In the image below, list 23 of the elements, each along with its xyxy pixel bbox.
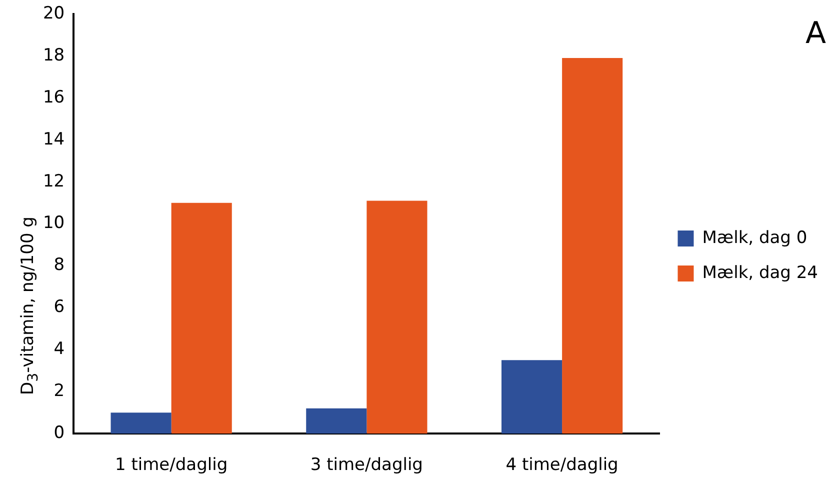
y-tick-label: 2: [54, 381, 65, 402]
y-tick-label: 18: [42, 45, 65, 66]
legend-label: Mælk, dag 24: [702, 262, 818, 283]
text: A: [805, 16, 826, 51]
x-tick-label: 3 time/daglig: [310, 455, 423, 476]
bar: [306, 408, 367, 434]
y-tick-label: 6: [54, 297, 65, 318]
bar: [366, 200, 428, 434]
y-tick-label: 12: [42, 171, 65, 192]
bar: [110, 412, 172, 434]
y-tick-label: 20: [42, 3, 65, 24]
y-tick-label: 16: [42, 87, 65, 108]
legend-label: Mælk, dag 0: [702, 228, 808, 248]
y-tick-label: 4: [54, 339, 65, 360]
x-tick-label: 1 time/daglig: [115, 455, 228, 476]
y-tick-label: 10: [42, 213, 65, 234]
x-tick-label: 4 time/daglig: [506, 455, 618, 476]
y-tick-label: 14: [42, 129, 65, 150]
bar: [171, 202, 232, 434]
y-tick-label: 0: [54, 423, 65, 444]
y-tick-label: 8: [54, 255, 65, 276]
bar: [562, 58, 623, 434]
bar: [501, 360, 562, 434]
